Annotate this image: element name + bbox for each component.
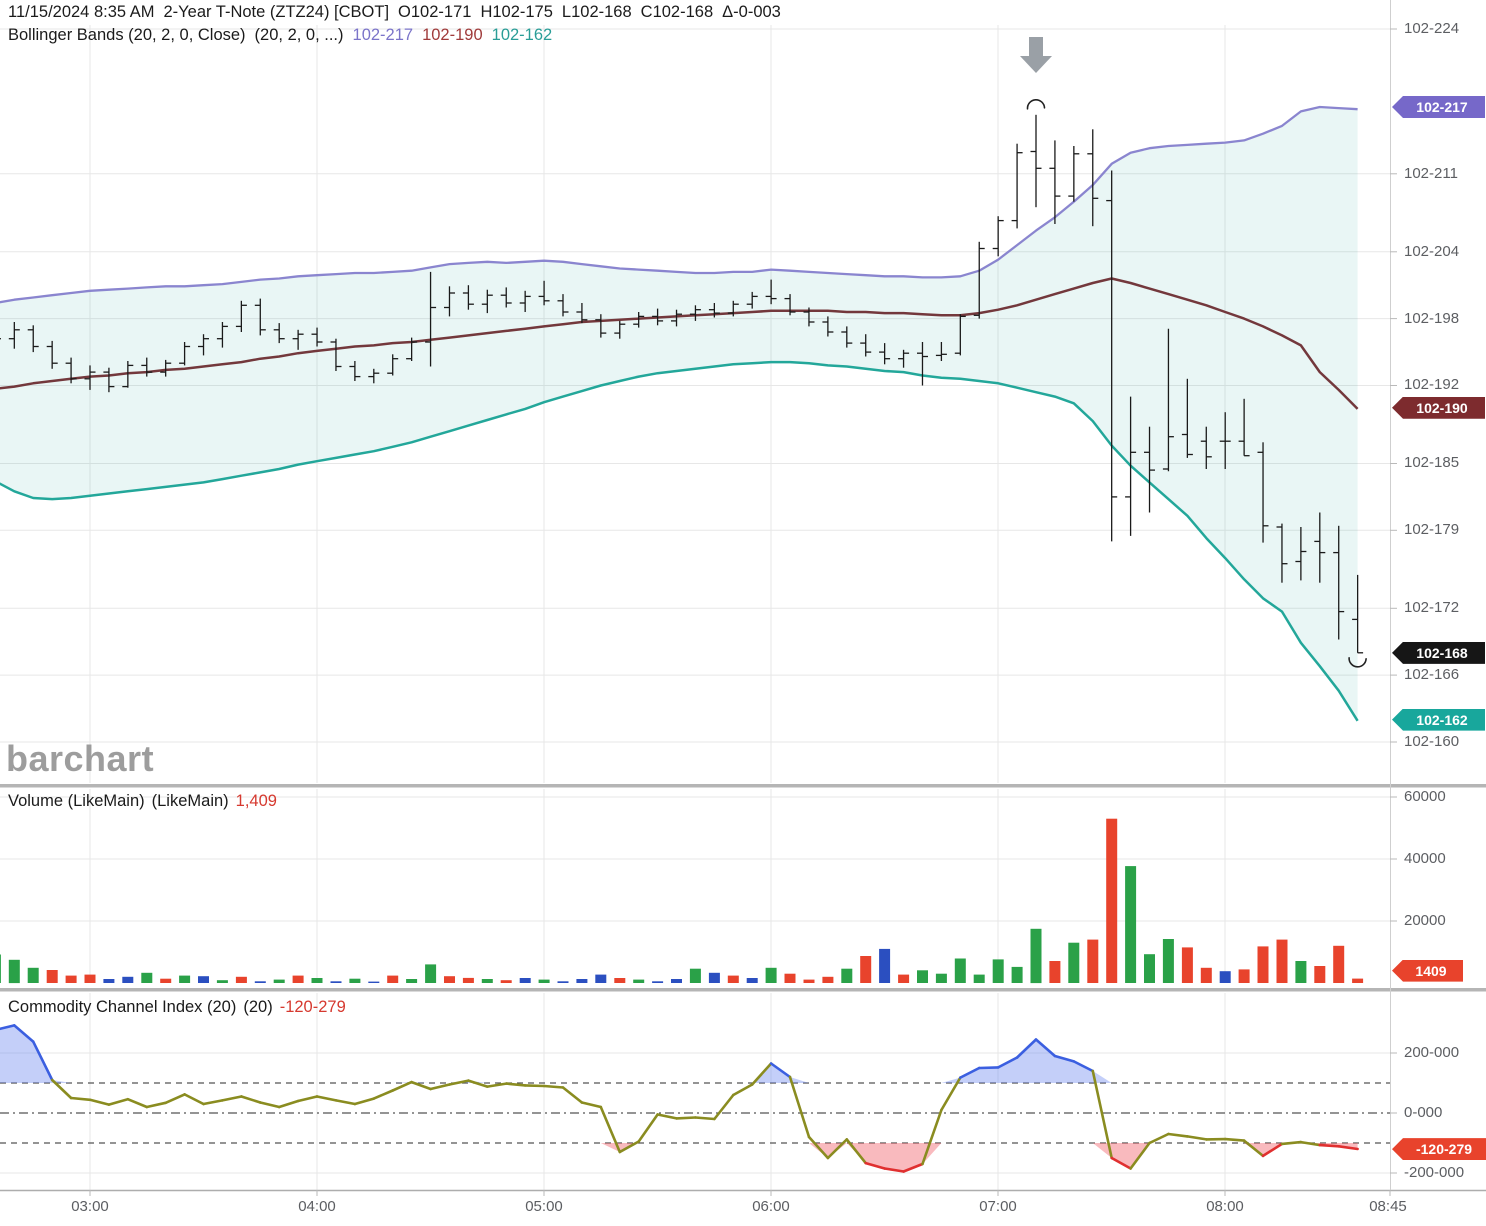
quote-symbol: 2-Year T-Note (ZTZ24) [CBOT] xyxy=(163,3,390,21)
volume-title-params: (LikeMain) xyxy=(151,792,229,810)
bollinger-upper-value: 102-217 xyxy=(352,26,414,44)
cci-title-params: (20) xyxy=(243,998,273,1016)
bollinger-params: (20, 2, 0, ...) xyxy=(254,26,344,44)
price-badge-102-168: 102-168 xyxy=(1392,641,1485,664)
time-tick-04:00: 04:00 xyxy=(298,1198,336,1215)
time-tick-08:00: 08:00 xyxy=(1206,1198,1244,1215)
price-tick-102-185: 102-185 xyxy=(1404,454,1460,472)
time-tick-07:00: 07:00 xyxy=(979,1198,1017,1215)
down-arrow-annotation xyxy=(1020,37,1052,73)
price-badge-102-217: 102-217 xyxy=(1392,95,1485,118)
quote-change: Δ-0-003 xyxy=(722,3,781,21)
price-tick-102-192: 102-192 xyxy=(1404,376,1460,394)
price-tick-102-204: 102-204 xyxy=(1404,242,1460,260)
volume-badge: 1409 xyxy=(1392,959,1463,982)
time-tick-06:00: 06:00 xyxy=(752,1198,790,1215)
price-tick-102-160: 102-160 xyxy=(1404,732,1460,750)
volume-tick-20000: 20000 xyxy=(1404,912,1446,929)
quote-low: L102-168 xyxy=(561,3,632,21)
bollinger-label: Bollinger Bands (20, 2, 0, Close) xyxy=(8,26,246,44)
cci-tick--200-000: -200-000 xyxy=(1404,1164,1465,1181)
time-tick-08:45: 08:45 xyxy=(1369,1198,1407,1215)
quote-header-line1: 11/15/2024 8:35 AM 2-Year T-Note (ZTZ24) … xyxy=(8,3,790,26)
price-tick-102-166: 102-166 xyxy=(1404,666,1460,684)
volume-tick-40000: 40000 xyxy=(1404,850,1446,867)
cci-tick-0-000: 0-000 xyxy=(1404,1104,1443,1121)
price-tick-102-198: 102-198 xyxy=(1404,309,1460,327)
volume-title-value: 1,409 xyxy=(235,792,277,810)
volume-tick-60000: 60000 xyxy=(1404,788,1446,805)
quote-close: C102-168 xyxy=(640,3,714,21)
cci-title-value: -120-279 xyxy=(279,998,346,1016)
barchart-watermark: barchart xyxy=(6,738,155,779)
bollinger-middle-value: 102-190 xyxy=(422,26,483,44)
cci-badge: -120-279 xyxy=(1392,1138,1486,1161)
price-tick-102-211: 102-211 xyxy=(1404,164,1458,182)
price-tick-102-224: 102-224 xyxy=(1404,20,1460,37)
price-badge-102-162: 102-162 xyxy=(1392,708,1485,731)
indicator-header-line: Bollinger Bands (20, 2, 0, Close) (20, 2,… xyxy=(8,26,790,49)
time-tick-05:00: 05:00 xyxy=(525,1198,563,1215)
cci-pane-title: Commodity Channel Index (20) (20) -120-279 xyxy=(8,998,353,1017)
price-tick-102-179: 102-179 xyxy=(1404,521,1460,539)
price-tick-102-172: 102-172 xyxy=(1404,599,1460,617)
quote-datetime: 11/15/2024 8:35 AM xyxy=(8,3,155,21)
volume-pane-title: Volume (LikeMain) (LikeMain) 1,409 xyxy=(8,792,284,811)
volume-title-label: Volume (LikeMain) xyxy=(8,792,145,810)
low-of-day-marker xyxy=(1348,657,1367,668)
price-badge-102-190: 102-190 xyxy=(1392,396,1485,419)
cci-tick-200-000: 200-000 xyxy=(1404,1044,1460,1061)
quote-open: O102-171 xyxy=(398,3,472,21)
bollinger-lower-value: 102-162 xyxy=(491,26,553,44)
quote-high: H102-175 xyxy=(480,3,553,21)
quote-header: 11/15/2024 8:35 AM 2-Year T-Note (ZTZ24) … xyxy=(8,3,790,49)
time-tick-03:00: 03:00 xyxy=(71,1198,109,1215)
high-of-day-marker xyxy=(1026,99,1046,110)
cci-title-label: Commodity Channel Index (20) xyxy=(8,998,237,1016)
